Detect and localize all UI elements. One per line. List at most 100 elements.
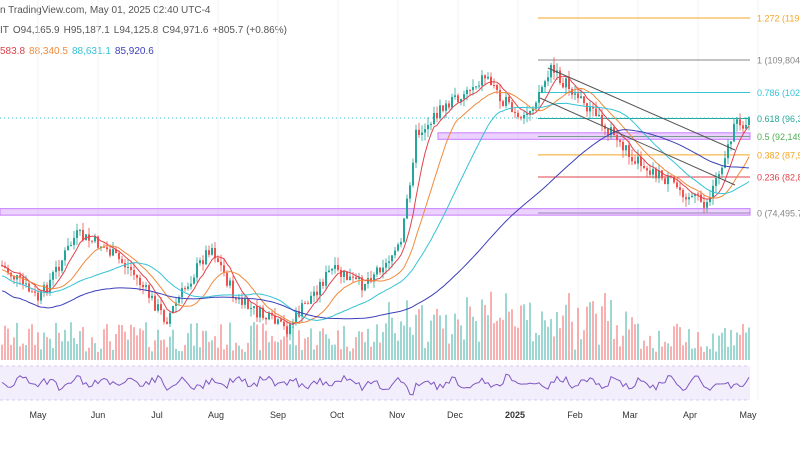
ohlc-value: C94,971.6 [162, 25, 209, 36]
volume-bar [118, 324, 120, 360]
volume-bar [217, 347, 219, 360]
volume-bar [559, 328, 561, 360]
candle-body [355, 277, 357, 280]
candle-body [406, 198, 408, 219]
volume-bar [490, 291, 492, 360]
candle-body [76, 230, 78, 238]
candle-body [586, 103, 588, 112]
candle-body [676, 182, 678, 188]
candle-body [172, 305, 174, 314]
candle-body [37, 292, 39, 301]
candle-body [115, 249, 117, 254]
volume-bar [493, 323, 495, 360]
candle-body [316, 291, 318, 296]
candle-body [499, 89, 501, 102]
volume-bar [487, 315, 489, 360]
volume-bar [592, 301, 594, 360]
candle-body [583, 96, 585, 104]
candle-body [700, 194, 702, 202]
candle-body [67, 245, 69, 251]
volume-bar [244, 351, 246, 360]
volume-bar [616, 325, 618, 360]
x-axis-tick-label: Nov [389, 410, 406, 420]
volume-bar [727, 346, 729, 360]
candle-body [661, 170, 663, 179]
volume-bar [7, 328, 9, 360]
fib-level-label: 0.236 (82,8 [757, 173, 800, 183]
candle-body [211, 247, 213, 255]
candle-body [430, 124, 432, 126]
candle-body [472, 87, 474, 91]
candle-body [634, 161, 636, 164]
volume-bar [421, 305, 423, 360]
volume-bar [427, 341, 429, 360]
volume-bar [10, 344, 12, 360]
fib-level-label: 0 (74,495.7 [757, 209, 800, 219]
candle-body [655, 168, 657, 179]
volume-bar [124, 331, 126, 360]
candle-body [547, 77, 549, 82]
volume-bar [352, 348, 354, 360]
volume-bar [553, 336, 555, 360]
candle-body [475, 86, 477, 88]
candle-body [88, 234, 90, 241]
candle-body [376, 267, 378, 275]
volume-bar [76, 344, 78, 360]
fib-level-label: 0.618 (96,3 [757, 114, 800, 124]
candle-body [277, 319, 279, 324]
volume-bar [322, 328, 324, 360]
candle-body [61, 260, 63, 271]
candle-body [40, 291, 42, 301]
volume-bar [469, 306, 471, 360]
volume-bar [328, 338, 330, 360]
volume-bar [574, 349, 576, 360]
candle-body [22, 277, 24, 285]
volume-bar [349, 351, 351, 360]
ohlc-value: +805.7 (+0.86%) [212, 25, 287, 36]
candle-body [478, 85, 480, 87]
support-zone [0, 208, 751, 216]
candle-body [628, 145, 630, 158]
candle-body [490, 76, 492, 86]
x-axis-tick-label: Aug [208, 410, 224, 420]
candle-body [649, 170, 651, 175]
volume-bar [85, 351, 87, 360]
volume-bar [646, 346, 648, 360]
ma-value: 85,920.6 [114, 46, 154, 57]
candle-body [304, 303, 306, 305]
candle-body [436, 112, 438, 119]
candle-body [361, 277, 363, 291]
candle-body [52, 272, 54, 280]
candle-body [289, 324, 291, 335]
candle-body [112, 249, 114, 256]
candle-body [298, 311, 300, 317]
candle-body [667, 176, 669, 185]
volume-bar [652, 347, 654, 360]
fib-level-label: 0.5 (92,149 [757, 132, 800, 142]
candle-body [697, 193, 699, 195]
volume-bar [220, 324, 222, 360]
volume-bar [43, 332, 45, 360]
candle-body [352, 276, 354, 278]
candle-body [19, 275, 21, 278]
trend-channel-lower [539, 97, 736, 186]
volume-bar [418, 309, 420, 360]
candle-body [742, 125, 744, 129]
candle-body [646, 168, 648, 171]
candle-body [412, 162, 414, 186]
volume-bar [34, 344, 36, 360]
volume-bar [745, 332, 747, 360]
volume-bar [163, 339, 165, 360]
volume-bar [679, 327, 681, 360]
volume-bar [262, 323, 264, 360]
candle-body [265, 318, 267, 320]
volume-bar [253, 322, 255, 360]
x-axis-tick-label: Jul [151, 410, 163, 420]
volume-bar [463, 339, 465, 360]
volume-bar [658, 330, 660, 360]
candle-body [415, 129, 417, 163]
candle-body [382, 267, 384, 273]
volume-bar [28, 328, 30, 360]
volume-bar [451, 334, 453, 360]
